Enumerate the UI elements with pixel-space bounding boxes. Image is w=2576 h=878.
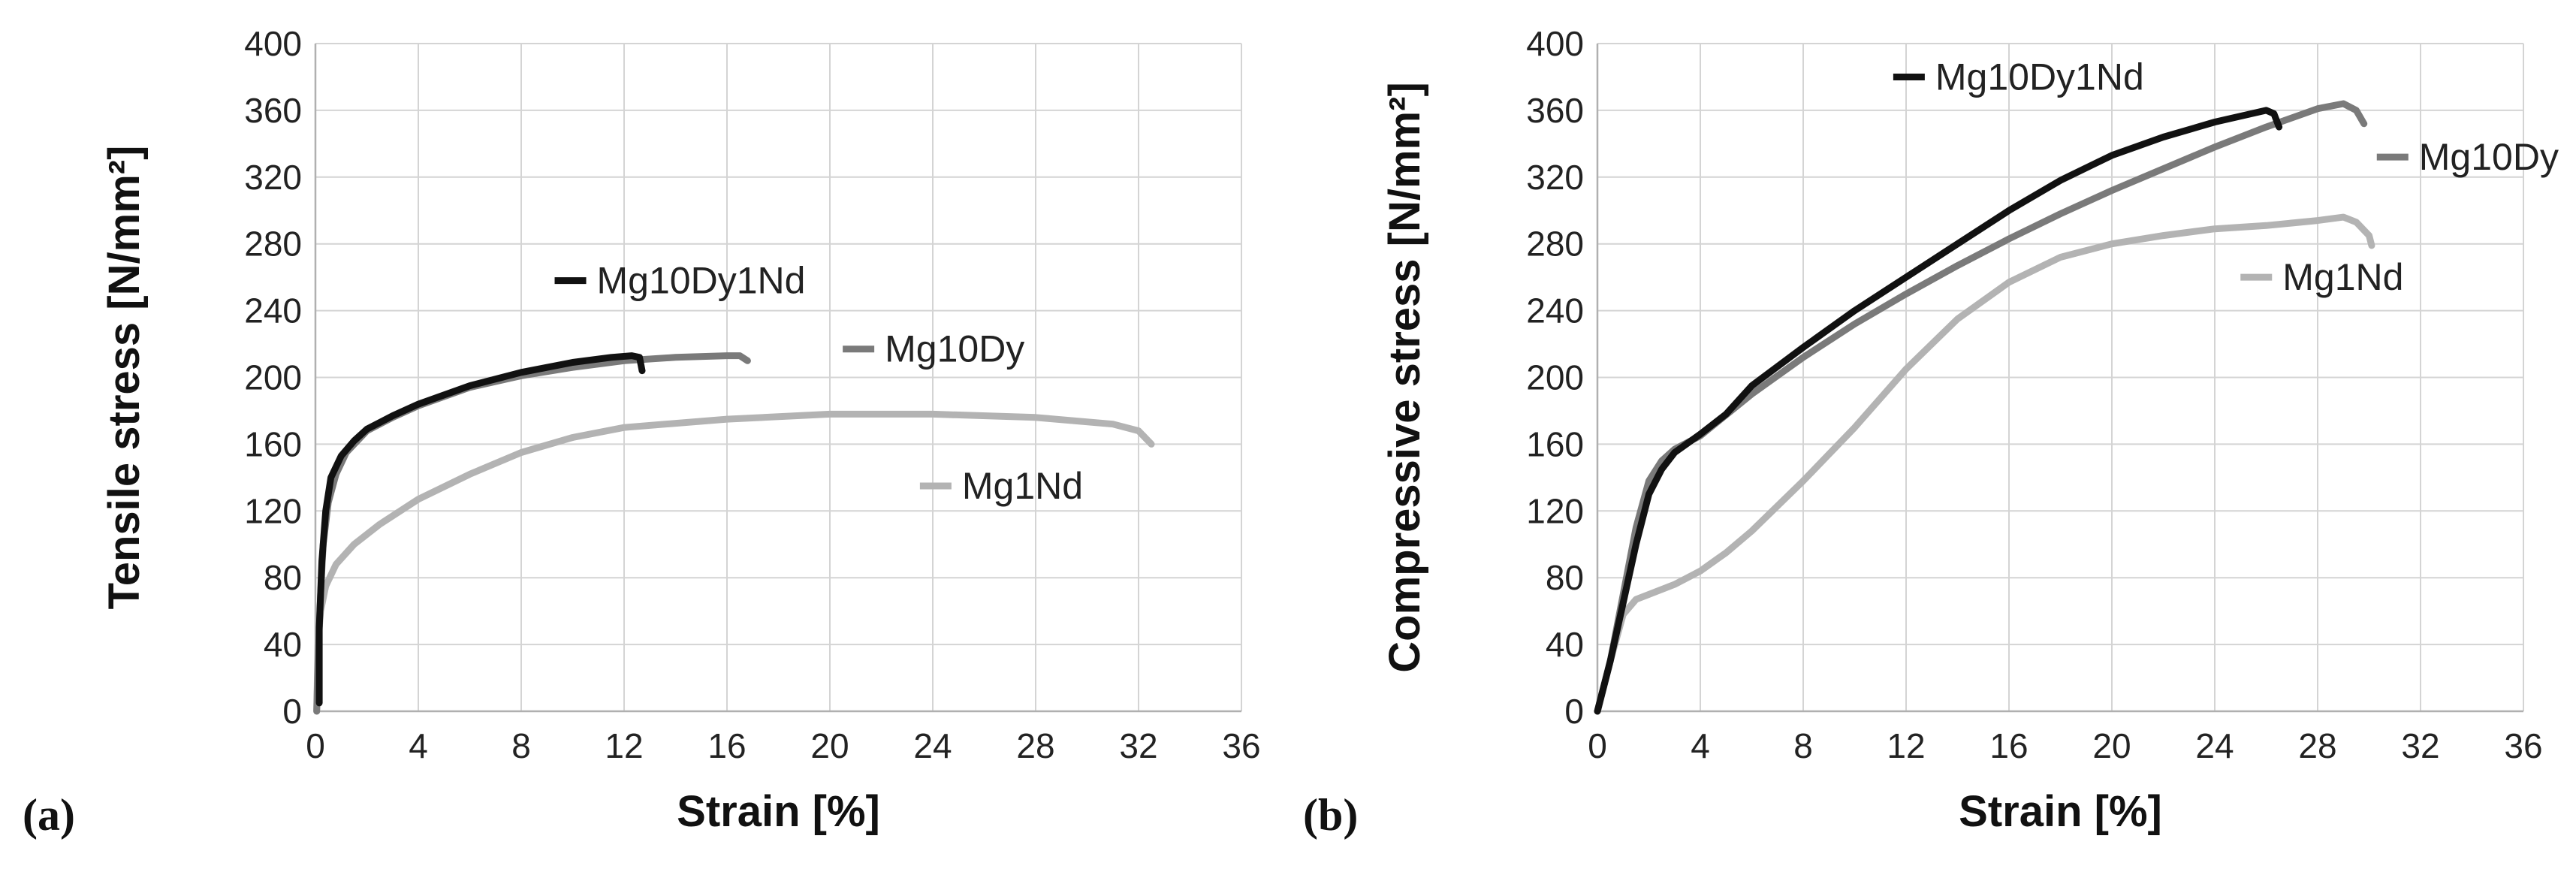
series-line-mg10dy1nd bbox=[1594, 107, 2283, 715]
legend-entry-mg10dy: Mg10Dy bbox=[2376, 136, 2559, 178]
x-tick-label: 16 bbox=[1989, 726, 2028, 765]
y-tick-label: 40 bbox=[264, 625, 302, 664]
x-tick-label: 20 bbox=[2092, 726, 2131, 765]
series-line-mg10dy bbox=[313, 352, 751, 715]
y-tick-label: 240 bbox=[244, 291, 302, 330]
legend-label: Mg1Nd bbox=[2282, 256, 2403, 298]
x-tick-label: 36 bbox=[2504, 726, 2542, 765]
y-tick-label: 200 bbox=[244, 358, 302, 397]
x-tick-label: 0 bbox=[1588, 726, 1607, 765]
y-tick-label: 320 bbox=[1526, 158, 1584, 197]
y-tick-label: 0 bbox=[282, 692, 302, 731]
grid bbox=[1597, 43, 2524, 712]
legend-label: Mg10Dy bbox=[2419, 136, 2559, 178]
x-tick-label: 4 bbox=[409, 726, 428, 765]
y-tick-label: 320 bbox=[244, 158, 302, 197]
y-tick-label: 240 bbox=[1526, 291, 1584, 330]
y-tick-label: 80 bbox=[1546, 558, 1584, 597]
legend-label: Mg1Nd bbox=[962, 465, 1083, 507]
panel-label: (a) bbox=[23, 790, 75, 840]
x-tick-label: 8 bbox=[1793, 726, 1813, 765]
x-tick-label: 8 bbox=[511, 726, 531, 765]
y-tick-label: 160 bbox=[1526, 424, 1584, 463]
legend-entry-mg10dy1nd: Mg10Dy1Nd bbox=[554, 260, 806, 302]
legend-entry-mg1nd: Mg1Nd bbox=[919, 465, 1083, 507]
legend-entry-mg1nd: Mg1Nd bbox=[2240, 256, 2403, 298]
x-tick-label: 28 bbox=[1016, 726, 1054, 765]
legend-label: Mg10Dy1Nd bbox=[597, 260, 806, 302]
y-tick-label: 280 bbox=[244, 225, 302, 264]
x-tick-label: 24 bbox=[913, 726, 952, 765]
x-tick-label: 16 bbox=[707, 726, 746, 765]
series-line-mg1nd bbox=[313, 410, 1155, 715]
panel-a-tensile-chart: 0 40 80 120 160 200 240 280 320 360 400 0 4 8 12 16 20 24… bbox=[23, 24, 1261, 840]
y-tick-label: 120 bbox=[244, 491, 302, 530]
panel-label: (b) bbox=[1303, 790, 1358, 840]
y-tick-label: 80 bbox=[264, 558, 302, 597]
legend-label: Mg10Dy bbox=[885, 328, 1024, 370]
y-axis-title: Tensile stress [N/mm²] bbox=[100, 146, 149, 610]
y-tick-label: 0 bbox=[1564, 692, 1584, 731]
series-line-mg1nd bbox=[1594, 213, 2375, 715]
x-axis-title: Strain [%] bbox=[1959, 787, 2162, 836]
y-tick-label: 280 bbox=[1526, 225, 1584, 264]
x-tick-label: 32 bbox=[2401, 726, 2439, 765]
y-tick-label: 120 bbox=[1526, 491, 1584, 530]
legend-label: Mg10Dy1Nd bbox=[1935, 56, 2144, 98]
y-tick-label: 400 bbox=[1526, 24, 1584, 63]
compressive-stress-chart: 0 40 80 120 160 200 240 280 320 360 400 0 4 8 12 16 20 24… bbox=[1303, 24, 2559, 840]
tensile-stress-chart: 0 40 80 120 160 200 240 280 320 360 400 0 4 8 12 16 20 24… bbox=[23, 24, 1261, 840]
series-line-mg10dy bbox=[1594, 100, 2368, 715]
x-tick-label: 12 bbox=[605, 726, 643, 765]
y-tick-label: 160 bbox=[244, 424, 302, 463]
x-tick-label: 4 bbox=[1691, 726, 1710, 765]
x-tick-label: 24 bbox=[2195, 726, 2234, 765]
x-tick-label: 20 bbox=[810, 726, 849, 765]
legend-entry-mg10dy1nd: Mg10Dy1Nd bbox=[1893, 56, 2144, 98]
y-axis-title: Compressive stress [N/mm²] bbox=[1380, 82, 1429, 673]
y-tick-label: 360 bbox=[244, 91, 302, 130]
y-tick-label: 360 bbox=[1526, 91, 1584, 130]
x-tick-label: 0 bbox=[306, 726, 325, 765]
y-tick-label: 400 bbox=[244, 24, 302, 63]
legend-entry-mg10dy: Mg10Dy bbox=[843, 328, 1024, 370]
x-tick-label: 36 bbox=[1222, 726, 1260, 765]
panel-b-compressive-chart: 0 40 80 120 160 200 240 280 320 360 400 0 4 8 12 16 20 24… bbox=[1288, 0, 2576, 878]
x-tick-label: 32 bbox=[1119, 726, 1157, 765]
y-tick-label: 40 bbox=[1546, 625, 1584, 664]
x-tick-label: 12 bbox=[1887, 726, 1925, 765]
y-tick-label: 200 bbox=[1526, 358, 1584, 397]
grid bbox=[315, 43, 1242, 712]
x-axis-title: Strain [%] bbox=[677, 787, 880, 836]
series-line-mg10dy1nd bbox=[315, 352, 646, 707]
x-tick-label: 28 bbox=[2298, 726, 2336, 765]
